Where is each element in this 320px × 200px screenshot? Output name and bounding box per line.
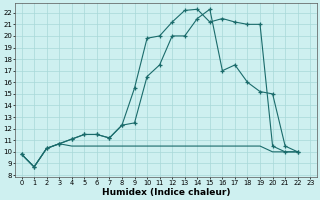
X-axis label: Humidex (Indice chaleur): Humidex (Indice chaleur): [102, 188, 230, 197]
